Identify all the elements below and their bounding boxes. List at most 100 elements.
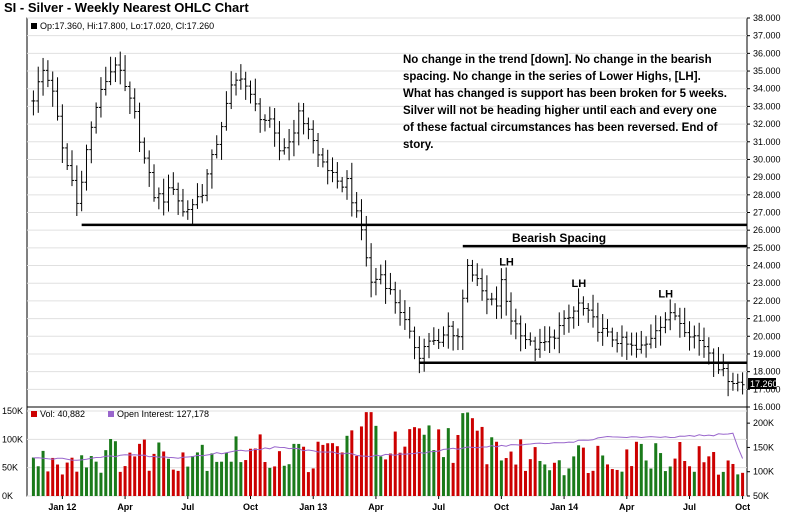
volume-bar [384, 459, 388, 496]
x-tick-label: Jul [432, 502, 445, 512]
ohlc-bar [547, 326, 552, 353]
price-tick-label: 31.000 [753, 137, 781, 147]
ohlc-bar [470, 259, 475, 282]
ohlc-bar [581, 296, 586, 316]
volume-bar [31, 457, 35, 496]
volume-bar [282, 465, 286, 496]
ohlc-bar [291, 119, 296, 157]
volume-bar [292, 443, 296, 496]
ohlc-bar [195, 183, 200, 209]
ohlc-bar [320, 148, 325, 168]
x-tick-label: Oct [243, 502, 258, 512]
volume-bar [388, 453, 392, 496]
ohlc-bar [103, 66, 108, 96]
volume-bar [340, 452, 344, 496]
ohlc-bar [383, 260, 388, 304]
volume-bar [480, 426, 484, 496]
volume-bar [548, 470, 552, 496]
ohlc-bar [605, 319, 610, 337]
volume-bar [46, 471, 50, 496]
volume-bar [138, 443, 142, 496]
volume-bar [229, 461, 233, 496]
ohlc-bar [219, 121, 224, 160]
volume-bar [195, 452, 199, 496]
ohlc-bar [306, 117, 311, 140]
volume-bar [581, 447, 585, 496]
ohlc-bar [615, 331, 620, 353]
volume-bar [659, 453, 663, 496]
ohlc-bar [147, 150, 152, 187]
commentary-line: No change in the trend [down]. No change… [403, 54, 712, 66]
ohlc-bar [89, 121, 94, 164]
volume-bar [707, 456, 711, 496]
ohlc-bar [629, 332, 634, 356]
x-tick-label: Oct [494, 502, 509, 512]
ohlc-bar [644, 336, 649, 358]
ohlc-bar [277, 121, 282, 161]
volume-bar [422, 434, 426, 496]
price-tick-label: 21.000 [753, 314, 781, 324]
volume-bar [306, 472, 310, 496]
open-interest-legend-swatch [108, 411, 114, 417]
volume-bar [692, 471, 696, 496]
volume-bar [335, 446, 339, 496]
price-tick-label: 23.000 [753, 278, 781, 288]
oi-tick-label: 50K [753, 491, 769, 501]
ohlc-bar [359, 199, 364, 241]
volume-bar [244, 460, 248, 496]
volume-bar [133, 456, 137, 496]
ohlc-bar [600, 314, 605, 346]
ohlc-bar [591, 294, 596, 328]
x-tick-label: Jan 13 [299, 502, 327, 512]
volume-bar [60, 474, 64, 496]
volume-bar [509, 451, 513, 496]
volume-bar [634, 441, 638, 496]
ohlc-bar [185, 200, 190, 220]
ohlc-bar [258, 98, 263, 133]
ohlc-bar [523, 323, 528, 350]
price-tick-label: 35.000 [753, 66, 781, 76]
volume-bar [374, 425, 378, 496]
volume-bar [152, 453, 156, 496]
lower-high-label: LH [572, 278, 587, 290]
ohlc-bar [504, 267, 509, 316]
volume-bar [630, 466, 634, 496]
ohlc-bar [60, 104, 65, 163]
ohlc-bar [576, 288, 581, 326]
volume-bar [186, 466, 190, 496]
volume-bar [355, 455, 359, 496]
volume-bars [31, 412, 745, 496]
ohlc-bar [243, 71, 248, 100]
open-interest-right-axis: 200K 150K 100K 50K [747, 418, 774, 501]
ohlc-bar [209, 149, 214, 189]
volume-bar [80, 455, 84, 496]
last-price-label: 17.260 [750, 379, 778, 389]
volume-bar [408, 429, 412, 496]
volume-tick-label: 150K [2, 406, 23, 416]
ohlc-bar [398, 289, 403, 326]
ohlc-bar [706, 337, 711, 365]
ohlc-bar [340, 177, 345, 193]
commentary-text: No change in the trend [down]. No change… [403, 54, 727, 151]
ohlc-bar [533, 336, 538, 362]
volume-bar [65, 462, 69, 496]
volume-bar [277, 451, 281, 496]
ohlc-bar [287, 128, 292, 161]
ohlc-bar [422, 338, 427, 372]
volume-bar [210, 453, 214, 496]
ohlc-bar [441, 326, 446, 347]
volume-bar [528, 459, 532, 496]
ohlc-bar [499, 268, 504, 319]
commentary-line: Silver will not be heading higher until … [403, 105, 717, 117]
ohlc-bar [489, 292, 494, 306]
volume-bar [128, 452, 132, 496]
x-tick-label: Jul [683, 502, 696, 512]
volume-bar [191, 456, 195, 496]
volume-bar [552, 462, 556, 496]
ohlc-bar [658, 316, 663, 346]
price-legend-swatch [31, 23, 37, 29]
ohlc-bar [98, 77, 103, 118]
volume-bar [297, 443, 301, 496]
ohlc-bar [84, 144, 89, 191]
ohlc-bar [344, 170, 349, 200]
